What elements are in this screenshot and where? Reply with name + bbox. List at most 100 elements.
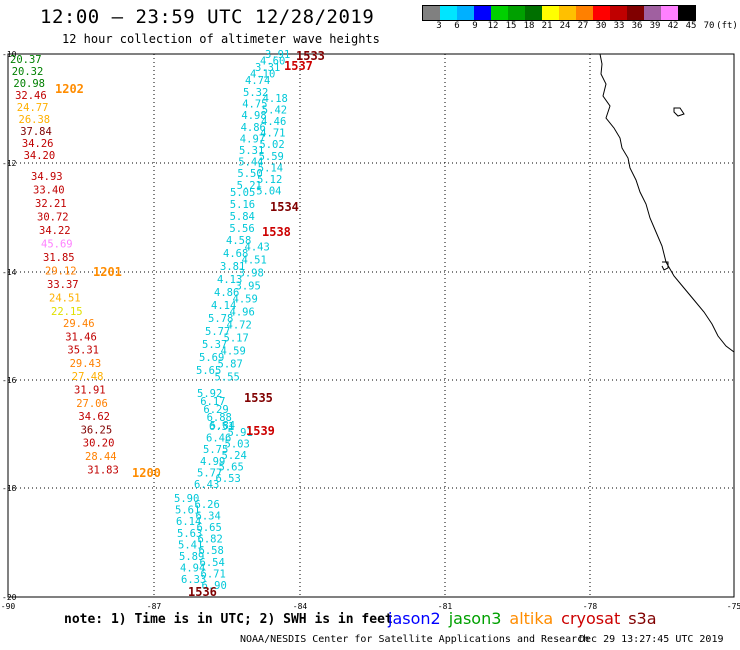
wave-height-value: 4.59 <box>233 294 258 306</box>
wave-height-value: 35.31 <box>67 345 99 357</box>
longitude-tick-label: -84 <box>293 602 308 611</box>
wave-height-value: 4.94 <box>180 563 205 575</box>
wave-height-value: 33.37 <box>47 279 79 291</box>
pass-time-label: 1534 <box>270 200 299 214</box>
units-note: note: 1) Time is in UTC; 2) SWH is in fe… <box>64 612 393 627</box>
color-swatch <box>593 6 610 20</box>
longitude-tick-label: -90 <box>1 602 16 611</box>
color-scale-label: 36 <box>631 21 643 31</box>
island-outline <box>673 107 685 117</box>
pass-time-label: 1537 <box>284 59 313 73</box>
wave-height-value: 5.90 <box>174 493 199 505</box>
pass-1536: 5.906.265.616.346.146.655.636.825.416.58… <box>174 493 227 599</box>
color-swatch <box>542 6 559 20</box>
wave-height-value: 5.92 <box>197 388 222 400</box>
color-scale-label: 12 <box>487 21 499 31</box>
wave-height-value: 6.71 <box>201 568 226 580</box>
south-america-coastline <box>599 53 735 353</box>
wave-height-value: 6.54 <box>200 557 225 569</box>
wave-height-value: 5.12 <box>257 174 282 186</box>
legend-altika: altika <box>509 609 554 628</box>
wave-height-value: 20.37 <box>10 54 42 66</box>
wave-height-value: 29.12 <box>45 266 77 278</box>
color-swatch <box>610 6 627 20</box>
wave-height-value: 5.32 <box>243 87 268 99</box>
color-swatch <box>457 6 474 20</box>
wave-height-value: 4.96 <box>230 307 255 319</box>
pass-time-label: 1533 <box>296 49 325 63</box>
wave-height-value: 6.90 <box>202 580 227 592</box>
wave-height-value: 34.62 <box>78 411 110 423</box>
color-swatch <box>508 6 525 20</box>
wave-height-value: 4.18 <box>263 93 288 105</box>
wave-height-value: 6.82 <box>198 534 223 546</box>
wave-height-value: 3.98 <box>239 268 264 280</box>
color-swatch <box>559 6 576 20</box>
color-scale-label: (ft) <box>716 21 738 31</box>
color-swatch <box>491 6 508 20</box>
pass-1535: 5.926.176.296.885.84 1535 <box>197 388 273 432</box>
pass-time-label: 1202 <box>55 82 84 96</box>
wave-height-value: 4.75 <box>242 99 267 111</box>
wave-height-value: 5.50 <box>237 168 262 180</box>
wave-height-value: 5.78 <box>208 313 233 325</box>
wave-height-value: 4.59 <box>221 346 246 358</box>
wave-height-value: 37.84 <box>20 126 52 138</box>
longitude-tick-label: -81 <box>438 602 453 611</box>
pass-time-label: 1539 <box>246 424 275 438</box>
wave-height-value: 4.43 <box>245 242 270 254</box>
legend-s3a: s3a <box>628 609 657 628</box>
wave-height-value: 29.43 <box>70 358 102 370</box>
wave-height-value: 5.77 <box>197 467 222 479</box>
pass-time-label: 1535 <box>244 391 273 405</box>
wave-height-value: 45.69 <box>41 239 73 251</box>
wave-height-value: 29.46 <box>63 318 95 330</box>
color-scale-label: 70 <box>703 21 715 31</box>
wave-height-value: 30.20 <box>83 438 115 450</box>
pass-time-label: 1536 <box>188 585 217 599</box>
wave-height-value: 5.02 <box>259 139 284 151</box>
wave-height-value: 5.89 <box>179 551 204 563</box>
wave-height-value: 4.99 <box>200 456 225 468</box>
wave-height-value: 4.13 <box>217 274 242 286</box>
wave-height-value: 32.21 <box>35 198 67 210</box>
latitude-tick-label: -10 <box>2 50 17 59</box>
wave-height-value: 5.24 <box>222 450 247 462</box>
color-swatch <box>678 6 695 20</box>
wave-height-value: 32.46 <box>15 90 47 102</box>
satellite-legend: jason2 jason3 altika cryosat s3a <box>388 609 665 628</box>
wave-height-value: 4.71 <box>260 128 285 140</box>
footer-source: NOAA/NESDIS Center for Satellite Applica… <box>240 634 590 645</box>
wave-height-value: 4.86 <box>214 287 239 299</box>
wave-height-value: 31.46 <box>65 331 97 343</box>
wave-height-value: 6.46 <box>206 433 231 445</box>
wave-height-value: 31.83 <box>87 464 119 476</box>
color-scale-label: 3 <box>436 21 442 31</box>
wave-height-value: 3.95 <box>236 281 261 293</box>
wave-height-value: 5.84 <box>230 211 255 223</box>
wave-height-value: 36.25 <box>81 424 113 436</box>
wave-height-value: 6.26 <box>195 499 220 511</box>
wave-height-value: 6.33 <box>181 574 206 586</box>
longitude-tick-label: -75 <box>727 602 740 611</box>
color-scale-label: 27 <box>577 21 589 31</box>
color-swatch <box>440 6 457 20</box>
wave-height-value: 4.86 <box>241 122 266 134</box>
wave-height-value: 5.59 <box>259 151 284 163</box>
wave-height-value: 5.16 <box>230 199 255 211</box>
wave-height-value: 34.26 <box>22 138 54 150</box>
latitude-tick-label: -20 <box>2 593 17 602</box>
legend-cryosat: cryosat <box>561 609 621 628</box>
footer-timestamp: Dec 29 13:27:45 UTC 2019 <box>579 634 724 645</box>
legend-jason3: jason3 <box>448 609 502 628</box>
wave-height-value: 4.14 <box>211 300 236 312</box>
wave-height-value: 3.81 <box>220 261 245 273</box>
wave-height-value: 4.97 <box>240 133 265 145</box>
pass-1537: 5.324.184.755.424.984.464.864.714.975.02… <box>237 59 313 198</box>
wave-height-value: 4.46 <box>261 116 286 128</box>
wave-height-value: 6.51 <box>209 421 234 433</box>
color-scale-label: 42 <box>667 21 679 31</box>
wave-height-value: 6.29 <box>203 404 228 416</box>
latitude-tick-label: -12 <box>2 159 17 168</box>
